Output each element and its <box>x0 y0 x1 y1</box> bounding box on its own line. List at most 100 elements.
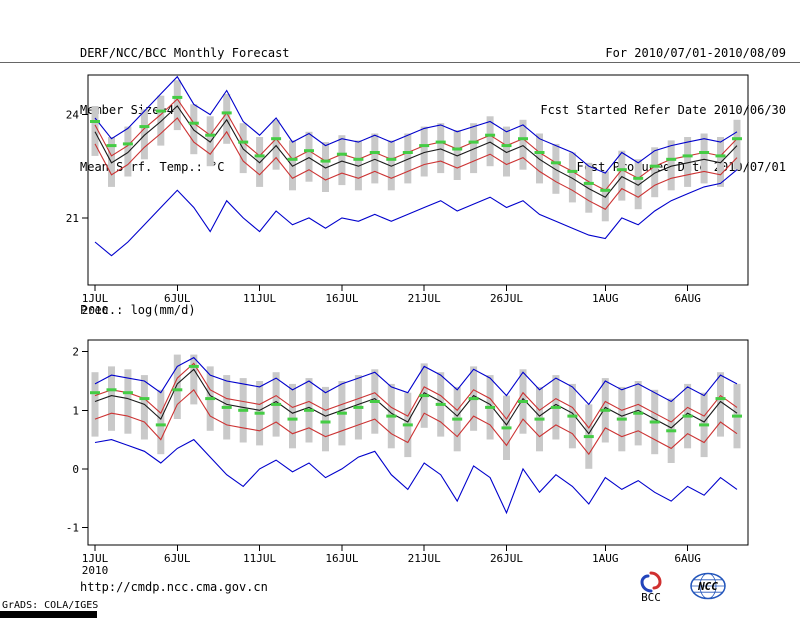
ensemble-spread-bar <box>157 389 165 455</box>
ensemble-spread-bar <box>470 123 478 174</box>
x-tick-label: 11JUL <box>243 292 276 305</box>
ncc-logo-latitude-lines <box>691 579 725 593</box>
ensemble-spread-bar <box>338 135 346 186</box>
refer-date-label: Fcst Started Refer Date 2010/06/30 <box>540 103 786 117</box>
x-tick-sublabel: 2010 <box>82 304 109 317</box>
ensemble-spread-bar <box>420 126 428 177</box>
x-tick-label: 21JUL <box>408 292 441 305</box>
y-tick-label: 21 <box>66 212 79 225</box>
ensemble-spread-bar <box>552 143 560 194</box>
ensemble-spread-bar <box>536 133 543 184</box>
ensemble-spread-bar <box>91 106 99 156</box>
series-lower-quartile <box>94 117 738 210</box>
bottom-bar <box>0 611 97 618</box>
x-tick-label: 16JUL <box>325 292 358 305</box>
series-min <box>94 169 738 257</box>
ensemble-spread-bar <box>684 137 692 187</box>
ensemble-spread-bar <box>717 137 724 187</box>
ncc-logo: NCC <box>690 572 726 600</box>
ensemble-spread-bar <box>371 133 379 184</box>
ensemble-spread-bar <box>223 93 231 144</box>
x-tick-label: 21JUL <box>408 552 441 565</box>
bcc-logo-label: BCC <box>641 591 661 604</box>
y-tick-label: -1 <box>66 521 79 534</box>
ensemble-spread-bar <box>618 150 626 201</box>
x-tick-label: 1JUL <box>82 292 109 305</box>
x-tick-label: 6JUL <box>164 552 191 565</box>
footer-logos: BCC NCC <box>630 570 732 604</box>
ensemble-spread-bar <box>140 375 148 440</box>
grads-credit: GrADS: COLA/IGES <box>2 600 99 611</box>
series-min <box>94 438 738 515</box>
ensemble-spread-bar <box>453 130 461 180</box>
ensemble-spread-bar <box>322 386 329 452</box>
ensemble-spread-bar <box>173 354 181 419</box>
precip-panel-label: Prec.: log(mm/d) <box>80 303 196 317</box>
ensemble-spread-bar <box>190 354 198 405</box>
ensemble-spread-bar <box>667 140 675 191</box>
x-tick-label: 1AUG <box>592 292 619 305</box>
series-upper-quartile <box>94 98 738 191</box>
ncc-logo-meridian <box>699 573 717 599</box>
ensemble-spread-bar <box>387 140 395 191</box>
series-lower-quartile <box>94 388 738 456</box>
y-tick-label: 0 <box>72 463 79 476</box>
ensemble-spread-bar <box>733 119 741 170</box>
x-tick-label: 1AUG <box>592 552 619 565</box>
ensemble-spread-bar <box>173 80 181 131</box>
ensemble-spread-bar <box>108 366 115 431</box>
ensemble-spread-bar <box>140 109 148 160</box>
x-tick-sublabel: 2010 <box>82 564 109 577</box>
bcc-logo-red-swirl <box>649 571 662 590</box>
x-tick-label: 16JUL <box>325 552 358 565</box>
ensemble-spread-bar <box>91 372 99 437</box>
series-upper-quartile <box>94 362 738 429</box>
x-tick-label: 1JUL <box>82 552 109 565</box>
header-divider <box>0 62 800 63</box>
ensemble-spread-bar <box>256 137 264 187</box>
series-max <box>94 75 738 174</box>
x-tick-label: 6AUG <box>674 292 701 305</box>
ensemble-spread-bar <box>404 133 412 184</box>
source-url[interactable]: http://cmdp.ncc.cma.gov.cn <box>80 580 268 594</box>
ncc-logo-label: NCC <box>697 580 718 593</box>
ensemble-spread-bar <box>503 126 510 177</box>
bcc-logo: BCC <box>640 571 662 604</box>
ensemble-spread-bar <box>157 95 165 146</box>
ensemble-spread-bar <box>322 142 329 192</box>
ensemble-spread-bar <box>700 133 708 184</box>
ensemble-spread-bar <box>437 123 445 174</box>
ensemble-spread-bar <box>486 116 494 167</box>
ensemble-spread-bar <box>519 119 527 170</box>
series-ensemble-mean <box>94 368 738 435</box>
ensemble-spread-bar <box>634 159 642 210</box>
y-tick-label: 1 <box>72 404 79 417</box>
plot-frame <box>87 339 749 546</box>
ensemble-spread-bar <box>289 383 296 449</box>
ensemble-spread-bar <box>568 152 576 203</box>
plot-frame <box>87 74 749 286</box>
ensemble-spread-bar <box>717 372 724 437</box>
ensemble-spread-bar <box>272 119 280 170</box>
ensemble-spread-bar <box>354 140 362 191</box>
chart-title: DERF/NCC/BCC Monthly Forecast <box>80 46 290 60</box>
ensemble-spread-bar <box>585 162 593 213</box>
series-max <box>94 356 738 406</box>
ensemble-spread-bar <box>651 147 659 198</box>
x-tick-label: 26JUL <box>490 552 523 565</box>
series-ensemble-mean <box>94 105 738 198</box>
y-tick-label: 2 <box>72 346 79 359</box>
x-tick-label: 26JUL <box>490 292 523 305</box>
ensemble-spread-bar <box>124 369 132 434</box>
forecast-range-label: For 2010/07/01-2010/08/09 <box>605 46 786 60</box>
bcc-logo-blue-swirl <box>640 574 653 593</box>
ensemble-spread-bar <box>124 126 132 177</box>
x-tick-label: 6JUL <box>164 292 191 305</box>
x-tick-label: 6AUG <box>674 552 701 565</box>
y-tick-label: 24 <box>66 109 80 122</box>
